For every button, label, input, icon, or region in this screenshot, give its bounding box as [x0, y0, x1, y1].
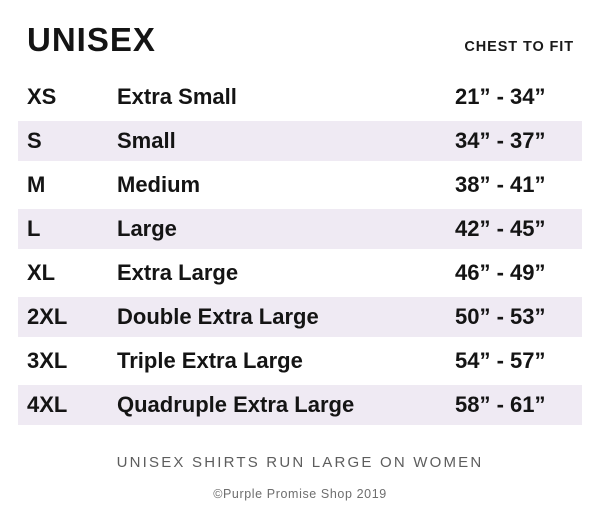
table-row: 2XL Double Extra Large 50” - 53” [18, 295, 582, 339]
table-row: XL Extra Large 46” - 49” [18, 251, 582, 295]
size-code: XL [27, 260, 56, 285]
chest-range: 21” - 34” [455, 84, 546, 109]
size-name: Large [117, 216, 177, 241]
chest-range: 54” - 57” [455, 348, 546, 373]
size-name: Extra Large [117, 260, 239, 285]
chest-to-fit-column-header: CHEST TO FIT [464, 39, 574, 55]
chest-range: 34” - 37” [455, 128, 546, 153]
chest-range: 42” - 45” [455, 216, 546, 241]
chest-range: 58” - 61” [455, 392, 546, 417]
size-name: Triple Extra Large [117, 348, 303, 373]
size-name: Small [117, 128, 176, 153]
fit-note: UNISEX SHIRTS RUN LARGE ON WOMEN [116, 454, 484, 471]
table-row: XS Extra Small 21” - 34” [18, 75, 582, 119]
chest-range: 38” - 41” [455, 172, 546, 197]
chest-range: 46” - 49” [455, 260, 546, 285]
size-name: Medium [117, 172, 201, 197]
size-name: Double Extra Large [117, 304, 319, 329]
size-code: XS [27, 84, 57, 109]
table-row: S Small 34” - 37” [18, 119, 582, 163]
chest-range: 50” - 53” [455, 304, 546, 329]
size-code: 2XL [27, 304, 68, 329]
page-title: UNISEX [27, 21, 156, 58]
table-row: M Medium 38” - 41” [18, 163, 582, 207]
table-row: 3XL Triple Extra Large 54” - 57” [18, 339, 582, 383]
header: UNISEX CHEST TO FIT [18, 22, 582, 58]
table-row: 4XL Quadruple Extra Large 58” - 61” [18, 383, 582, 427]
size-name: Quadruple Extra Large [117, 392, 355, 417]
size-code: L [27, 216, 41, 241]
size-code: 3XL [27, 348, 68, 373]
size-code: S [27, 128, 42, 153]
size-table: XS Extra Small 21” - 34” S Small 34” - 3… [18, 75, 582, 427]
copyright-text: ©Purple Promise Shop 2019 [213, 487, 387, 501]
size-code: M [27, 172, 46, 197]
size-name: Extra Small [117, 84, 237, 109]
table-row: L Large 42” - 45” [18, 207, 582, 251]
size-code: 4XL [27, 392, 68, 417]
